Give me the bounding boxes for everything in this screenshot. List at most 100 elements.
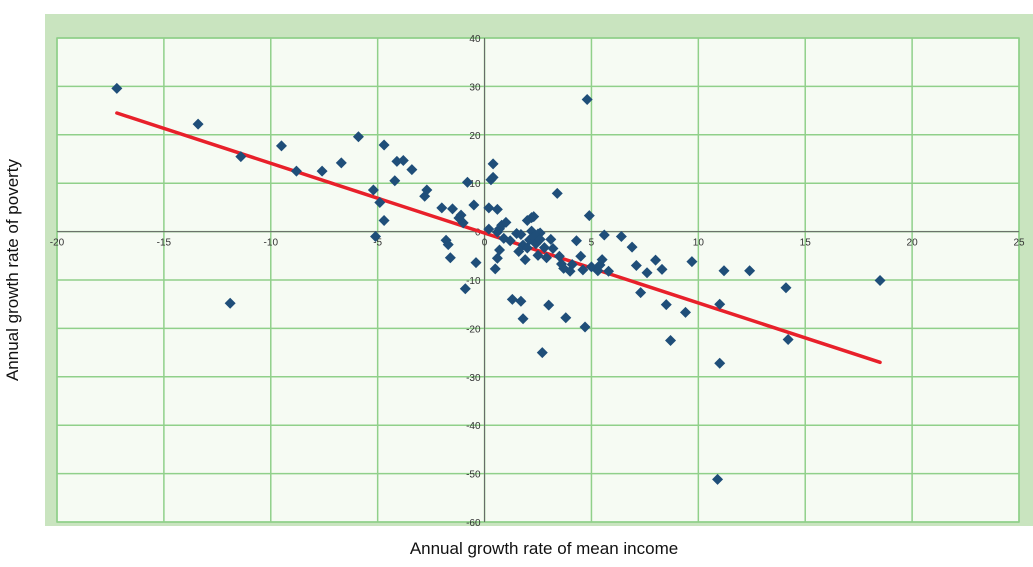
x-axis-title: Annual growth rate of mean income <box>409 539 679 558</box>
data-point <box>547 243 559 255</box>
data-point <box>378 139 390 151</box>
data-point <box>630 259 642 271</box>
data-point <box>660 299 672 311</box>
y-tick-label: 0 <box>475 228 481 239</box>
data-point <box>489 263 501 275</box>
data-point <box>442 239 454 251</box>
data-point <box>406 164 418 176</box>
data-point <box>626 241 638 253</box>
y-tick-label: -20 <box>466 324 481 335</box>
gridlines <box>56 37 1020 523</box>
data-point <box>459 283 471 295</box>
data-point <box>444 252 456 264</box>
data-point <box>457 217 469 229</box>
data-point <box>596 254 608 266</box>
data-point <box>224 297 236 309</box>
x-tick-label: -20 <box>50 238 65 249</box>
data-point <box>506 293 518 305</box>
data-point <box>532 249 544 261</box>
data-point <box>598 229 610 241</box>
x-tick-label: 10 <box>693 238 705 249</box>
data-point <box>389 175 401 187</box>
data-point <box>316 165 328 177</box>
data-point <box>487 158 499 170</box>
data-point <box>541 252 553 264</box>
data-point <box>235 151 247 163</box>
data-point <box>577 264 589 276</box>
data-point <box>491 252 503 264</box>
data-point <box>436 202 448 214</box>
x-tick-label: 20 <box>907 238 919 249</box>
data-point <box>538 242 550 254</box>
y-tick-label: 30 <box>469 82 481 93</box>
data-point <box>780 282 792 294</box>
data-point <box>367 184 379 196</box>
data-point <box>528 211 540 223</box>
data-point <box>560 312 572 324</box>
data-point <box>581 93 593 105</box>
data-point <box>718 265 730 277</box>
data-point <box>545 233 557 245</box>
data-point <box>370 230 382 242</box>
data-point <box>494 244 506 256</box>
data-point <box>290 165 302 177</box>
data-point <box>874 274 886 286</box>
data-point <box>686 256 698 268</box>
y-tick-label: -40 <box>466 421 481 432</box>
data-point <box>635 287 647 299</box>
y-axis-title: Annual growth rate of poverty <box>3 158 22 382</box>
data-point <box>603 265 615 277</box>
data-point <box>397 154 409 166</box>
data-point <box>515 295 527 307</box>
data-point <box>483 223 495 235</box>
data-point <box>665 335 677 346</box>
data-point <box>575 250 587 262</box>
data-point <box>714 298 726 310</box>
data-point <box>744 265 756 277</box>
x-tick-label: 0 <box>482 238 488 249</box>
data-point <box>583 210 595 222</box>
data-point <box>519 254 531 266</box>
data-point <box>504 235 516 247</box>
x-tick-label: -15 <box>157 238 172 249</box>
data-point <box>656 263 668 275</box>
data-point <box>468 199 480 211</box>
x-tick-label: -5 <box>373 238 382 249</box>
data-point <box>111 82 123 94</box>
data-point <box>491 203 503 215</box>
data-point <box>579 321 591 333</box>
data-point <box>470 257 482 269</box>
data-point <box>461 176 473 188</box>
data-point <box>487 171 499 183</box>
y-tick-label: -10 <box>466 276 481 287</box>
data-points <box>111 82 886 485</box>
x-tick-label: 15 <box>800 238 812 249</box>
data-point <box>378 214 390 226</box>
data-point <box>680 306 692 318</box>
data-point <box>566 259 578 271</box>
x-tick-label: 25 <box>1013 238 1025 249</box>
data-point <box>641 267 653 279</box>
data-point <box>536 347 548 359</box>
y-tick-label: -30 <box>466 373 481 384</box>
data-point <box>455 209 467 221</box>
data-point <box>515 229 527 241</box>
y-tick-label: 10 <box>469 179 481 190</box>
data-point <box>534 233 546 245</box>
data-point <box>553 250 565 262</box>
data-point <box>570 235 582 247</box>
data-point <box>615 230 627 242</box>
x-tick-label: -10 <box>264 238 279 249</box>
data-point <box>192 118 204 130</box>
data-point <box>517 313 529 325</box>
data-point <box>714 357 726 369</box>
data-point <box>782 334 794 346</box>
data-point <box>374 197 386 209</box>
y-tick-label: 40 <box>469 34 481 45</box>
y-tick-label: 20 <box>469 131 481 142</box>
data-point <box>352 131 364 143</box>
tick-labels: -20 -15 -10 -5 0 5 10 15 20 25-60-50-40-30-20-100… <box>50 34 1025 529</box>
data-point <box>275 140 287 152</box>
